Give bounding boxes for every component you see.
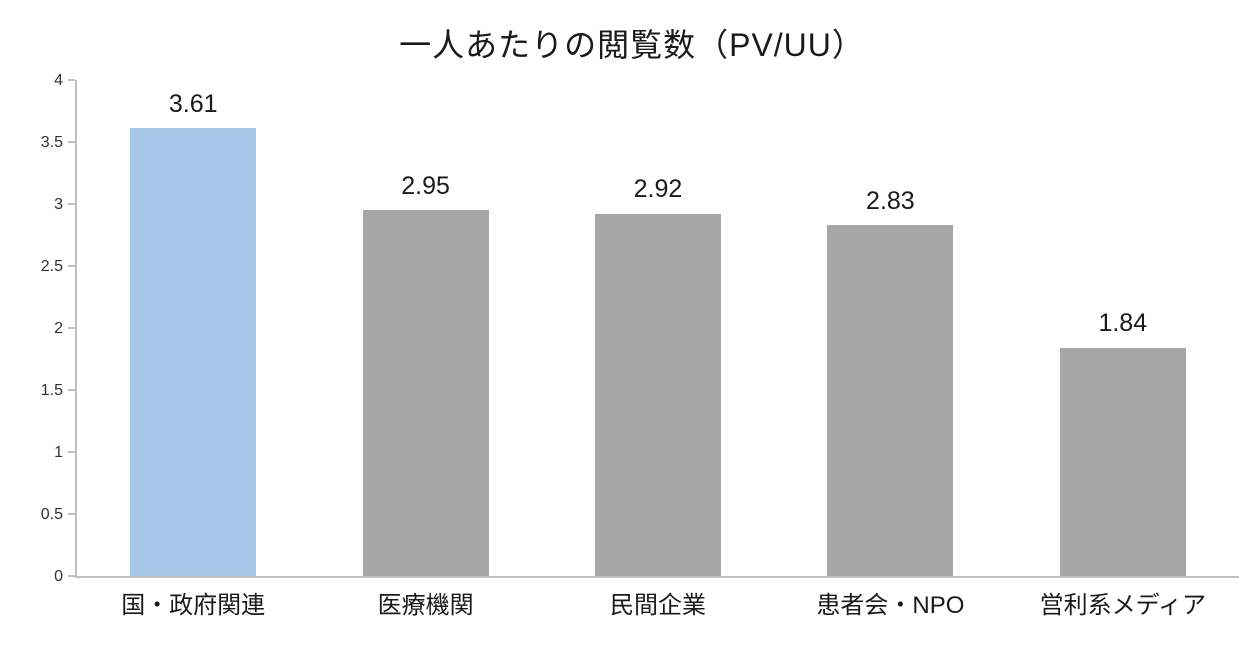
y-tick-label: 0.5 [40,506,63,523]
bar-value-label: 1.84 [1098,309,1148,338]
y-tick-mark [68,265,75,267]
y-tick-mark [68,451,75,453]
category-label: 営利系メディア [1039,592,1206,619]
bar-value-label: 2.92 [633,175,683,204]
y-tick-mark [68,141,75,143]
category-label: 医療機関 [377,592,474,619]
y-tick-mark [68,79,75,81]
y-tick-mark [68,327,75,329]
plot-area: 0 0.5 1 1.5 2 2.5 3 3.5 4 3.61 国・政府関連 2.95 医療機関 2.92 民… [41,72,1239,619]
bar-value-label: 2.95 [401,171,450,200]
bar-医療機関 [362,210,489,576]
category-label: 患者会・NPO [816,592,965,619]
bar-患者会・NPO [827,225,954,576]
bar-民間企業 [595,213,721,576]
y-tick-label: 3.5 [40,134,63,151]
y-tick-label: 3 [54,196,63,213]
category-label: 民間企業 [609,592,706,619]
y-tick-label: 1 [54,444,63,461]
bar-value-label: 2.83 [866,186,915,215]
y-tick-mark [68,575,75,577]
y-tick-label: 0 [54,568,63,585]
bar-国・政府関連 [130,128,257,576]
chart-title: 一人あたりの閲覧数（PV/UU） [399,27,865,63]
y-tick-mark [68,389,75,391]
bar-営利系メディア [1059,347,1186,576]
y-tick-label: 2.5 [40,258,63,275]
y-tick-label: 4 [54,72,63,89]
y-tick-mark [68,513,75,515]
y-tick-label: 2 [54,320,63,337]
category-label: 国・政府関連 [121,592,266,619]
bar-value-label: 3.61 [168,89,218,118]
y-tick-mark [68,203,75,205]
y-tick-label: 1.5 [40,382,63,399]
